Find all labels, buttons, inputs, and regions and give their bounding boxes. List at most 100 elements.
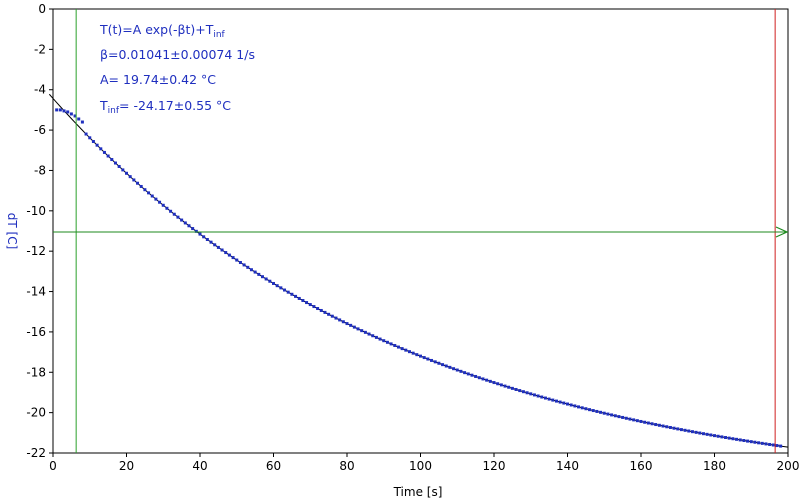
data-point [301, 299, 305, 303]
data-point [437, 361, 441, 365]
x-tick-label: 80 [339, 459, 354, 473]
data-point [558, 400, 562, 404]
data-point [650, 422, 654, 426]
x-tick-label: 120 [483, 459, 506, 473]
data-point [643, 420, 647, 424]
data-point [738, 438, 742, 442]
data-point [235, 258, 239, 262]
data-point [279, 286, 283, 290]
data-point [426, 357, 430, 361]
data-point [158, 200, 162, 204]
data-point [407, 350, 411, 354]
data-point [202, 235, 206, 239]
data-point [760, 441, 764, 445]
data-point [367, 332, 371, 336]
data-point [543, 396, 547, 400]
fit-curve-group [48, 93, 789, 448]
data-point [624, 416, 628, 420]
data-point [205, 238, 209, 241]
data-point [95, 143, 99, 147]
y-axis: 0 -2 -4 -6 -8 -10 -12 -14 -16 -18 -20 -22 [26, 2, 53, 460]
data-point [283, 288, 287, 292]
data-point [657, 423, 661, 427]
data-point [672, 426, 676, 430]
data-point [117, 164, 121, 168]
data-point [463, 371, 467, 375]
data-point [419, 354, 422, 358]
data-point [62, 109, 66, 113]
data-point [430, 358, 434, 362]
data-point [665, 425, 669, 429]
arrow-right-icon[interactable] [775, 226, 789, 238]
data-point [180, 218, 184, 222]
data-point [455, 368, 459, 372]
data-point [470, 373, 474, 377]
data-points [55, 108, 783, 448]
data-point [268, 279, 272, 283]
y-tick-label: -18 [26, 365, 46, 379]
data-point [448, 365, 452, 369]
data-point [595, 409, 599, 413]
cursors[interactable] [53, 9, 789, 453]
data-point [720, 435, 724, 439]
data-point [632, 418, 636, 422]
data-point [635, 419, 639, 423]
data-point [363, 330, 367, 334]
data-point [393, 343, 397, 347]
data-point [551, 398, 555, 402]
data-point [749, 440, 753, 444]
data-point [698, 431, 702, 435]
data-point [113, 161, 117, 165]
data-point [338, 318, 342, 322]
data-point [330, 314, 334, 318]
x-tick-label: 60 [266, 459, 281, 473]
data-point [452, 367, 456, 371]
data-point [694, 430, 698, 434]
data-point [253, 270, 257, 274]
x-tick-label: 40 [192, 459, 207, 473]
data-point [260, 275, 264, 279]
data-point [73, 114, 77, 118]
y-tick-label: -10 [26, 204, 46, 218]
data-point [724, 436, 728, 440]
data-point [396, 345, 400, 349]
data-point [621, 415, 625, 419]
data-point [194, 229, 198, 233]
data-point [121, 168, 125, 172]
data-point [169, 209, 173, 213]
data-point [308, 303, 312, 307]
data-point [573, 404, 577, 408]
data-point [150, 194, 154, 198]
data-point [80, 120, 84, 124]
data-point [411, 351, 415, 355]
data-point [701, 432, 705, 436]
data-point [147, 191, 151, 195]
svg-text:Tinf= -24.17±0.55 °C: Tinf= -24.17±0.55 °C [99, 98, 231, 116]
data-point [639, 419, 643, 423]
data-point [272, 281, 275, 285]
data-point [459, 369, 463, 373]
data-point [521, 390, 525, 394]
data-point [371, 334, 375, 338]
data-point [323, 310, 327, 314]
data-point [143, 188, 147, 192]
data-point [727, 436, 731, 440]
fit-formula: T(t)=A exp(-βt)+T [99, 22, 214, 37]
data-point [356, 327, 360, 331]
x-tick-label: 140 [556, 459, 579, 473]
x-tick-label: 200 [777, 459, 800, 473]
fit-beta: β=0.01041±0.00074 1/s [100, 47, 255, 62]
data-point [224, 251, 228, 255]
data-point [525, 391, 529, 395]
data-point [485, 378, 489, 382]
data-point [132, 178, 136, 182]
data-point [610, 413, 614, 417]
data-point [735, 437, 739, 441]
y-tick-label: -14 [26, 285, 46, 299]
data-point [176, 215, 180, 219]
data-point [352, 325, 356, 329]
fit-formula-sub: inf [213, 30, 225, 40]
data-point [492, 381, 496, 385]
data-point [341, 320, 345, 324]
